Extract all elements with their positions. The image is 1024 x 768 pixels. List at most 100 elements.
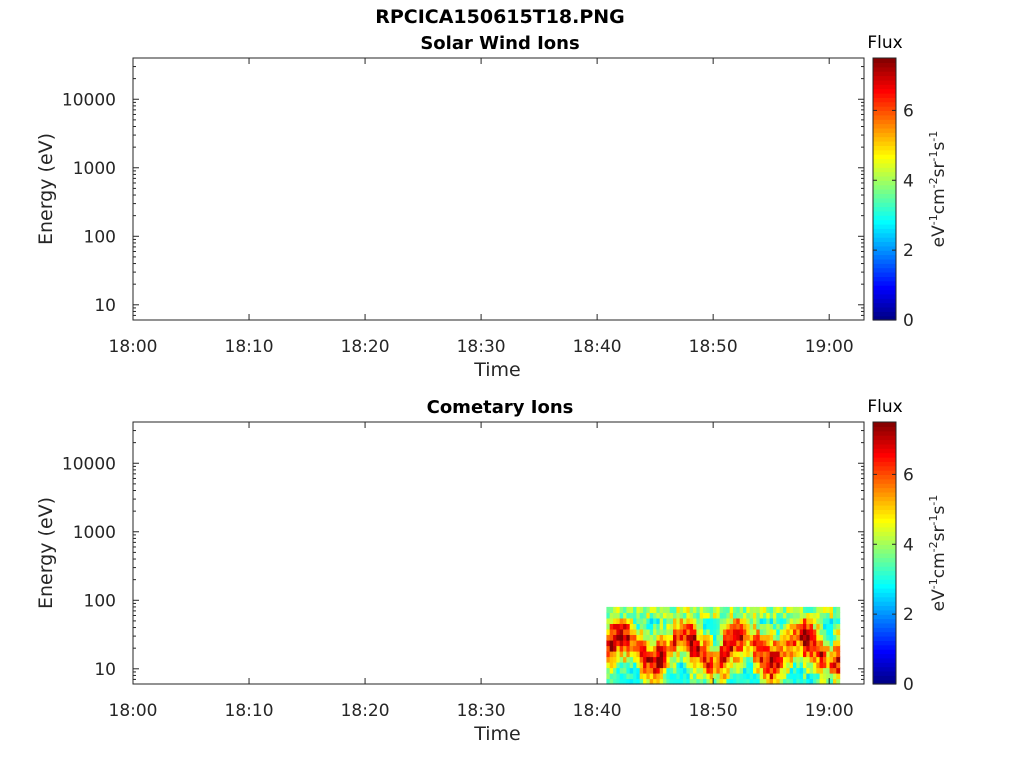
flux-cell xyxy=(669,612,674,619)
flux-cell xyxy=(769,640,774,647)
flux-cell xyxy=(833,656,837,663)
colorbar-step xyxy=(873,97,896,103)
flux-cell xyxy=(756,640,761,647)
flux-cell xyxy=(629,640,634,647)
flux-cell xyxy=(783,640,787,647)
colorbar-step xyxy=(873,119,896,125)
flux-cell xyxy=(793,667,797,674)
flux-cell xyxy=(756,634,761,641)
flux-cell xyxy=(613,606,617,613)
flux-cell xyxy=(706,617,711,624)
flux-cell xyxy=(769,651,774,658)
y-tick-label: 100 xyxy=(84,227,116,247)
flux-cell xyxy=(779,623,784,630)
flux-cell xyxy=(759,628,764,635)
flux-cell xyxy=(613,617,617,624)
flux-cell xyxy=(739,634,744,641)
flux-cell xyxy=(616,628,621,635)
flux-cell xyxy=(703,606,707,613)
flux-cell xyxy=(643,623,647,630)
colorbar-step xyxy=(873,478,896,484)
flux-cell xyxy=(646,656,651,663)
flux-cell xyxy=(663,628,667,635)
flux-cell xyxy=(639,623,644,630)
flux-cell xyxy=(719,640,724,647)
flux-cell xyxy=(796,645,801,652)
x-tick-label: 18:40 xyxy=(573,701,622,721)
flux-cell xyxy=(759,612,764,619)
flux-cell xyxy=(716,634,721,641)
flux-cell xyxy=(723,612,727,619)
colorbar-step xyxy=(873,237,896,242)
flux-cell xyxy=(633,678,637,685)
flux-cell xyxy=(716,617,721,624)
flux-cell xyxy=(836,623,841,630)
flux-cell xyxy=(726,628,731,635)
flux-cell xyxy=(659,623,664,630)
flux-cell xyxy=(676,673,681,680)
flux-cell xyxy=(773,667,777,674)
flux-cell xyxy=(806,617,811,624)
flux-cell xyxy=(689,634,694,641)
colorbar-step xyxy=(873,622,896,628)
flux-cell xyxy=(789,678,794,685)
flux-cell xyxy=(756,656,761,663)
flux-cell xyxy=(729,662,734,669)
x-tick-label: 18:50 xyxy=(689,701,738,721)
flux-cell xyxy=(763,612,767,619)
flux-cell xyxy=(663,623,667,630)
flux-cell xyxy=(736,656,741,663)
colorbar-step xyxy=(873,470,896,475)
flux-cell xyxy=(769,623,774,630)
flux-cell xyxy=(793,628,797,635)
flux-cell xyxy=(713,617,717,624)
colorbar-step xyxy=(873,315,896,321)
flux-cell xyxy=(726,640,731,647)
flux-cell xyxy=(836,640,841,647)
colorbar-title: Flux xyxy=(867,397,902,417)
flux-cell xyxy=(756,645,761,652)
flux-cell xyxy=(786,673,791,680)
flux-cell xyxy=(709,606,714,613)
flux-cell xyxy=(829,640,834,647)
flux-cell xyxy=(699,623,704,630)
flux-cell xyxy=(629,617,634,624)
flux-cell xyxy=(809,651,814,658)
flux-cell xyxy=(616,645,621,652)
colorbar-step xyxy=(873,570,896,576)
flux-cell xyxy=(779,612,784,619)
flux-cell xyxy=(779,628,784,635)
flux-cell xyxy=(643,651,647,658)
flux-cell xyxy=(833,628,837,635)
flux-cell xyxy=(723,617,727,624)
flux-cell xyxy=(723,640,727,647)
flux-cell xyxy=(649,640,654,647)
flux-cell xyxy=(696,612,701,619)
flux-cell xyxy=(626,656,631,663)
x-tick-label: 18:30 xyxy=(457,701,506,721)
flux-cell xyxy=(716,606,721,613)
flux-cell xyxy=(609,640,614,647)
flux-cell xyxy=(626,678,631,685)
flux-cell xyxy=(819,656,824,663)
colorbar-step xyxy=(873,601,896,606)
flux-cell xyxy=(646,617,651,624)
flux-cell xyxy=(783,673,787,680)
flux-cell xyxy=(769,656,774,663)
flux-cell xyxy=(733,628,737,635)
flux-cell xyxy=(649,617,654,624)
flux-cell xyxy=(646,640,651,647)
flux-cell xyxy=(679,628,684,635)
flux-cell xyxy=(739,678,744,685)
flux-cell xyxy=(833,612,837,619)
flux-cell xyxy=(696,628,701,635)
flux-cell xyxy=(703,662,707,669)
flux-cell xyxy=(753,634,757,641)
flux-cell xyxy=(716,651,721,658)
y-tick-label: 1000 xyxy=(73,523,116,543)
flux-cell xyxy=(693,617,697,624)
flux-cell xyxy=(783,656,787,663)
flux-cell xyxy=(746,645,751,652)
flux-cell xyxy=(719,612,724,619)
flux-cell xyxy=(819,628,824,635)
